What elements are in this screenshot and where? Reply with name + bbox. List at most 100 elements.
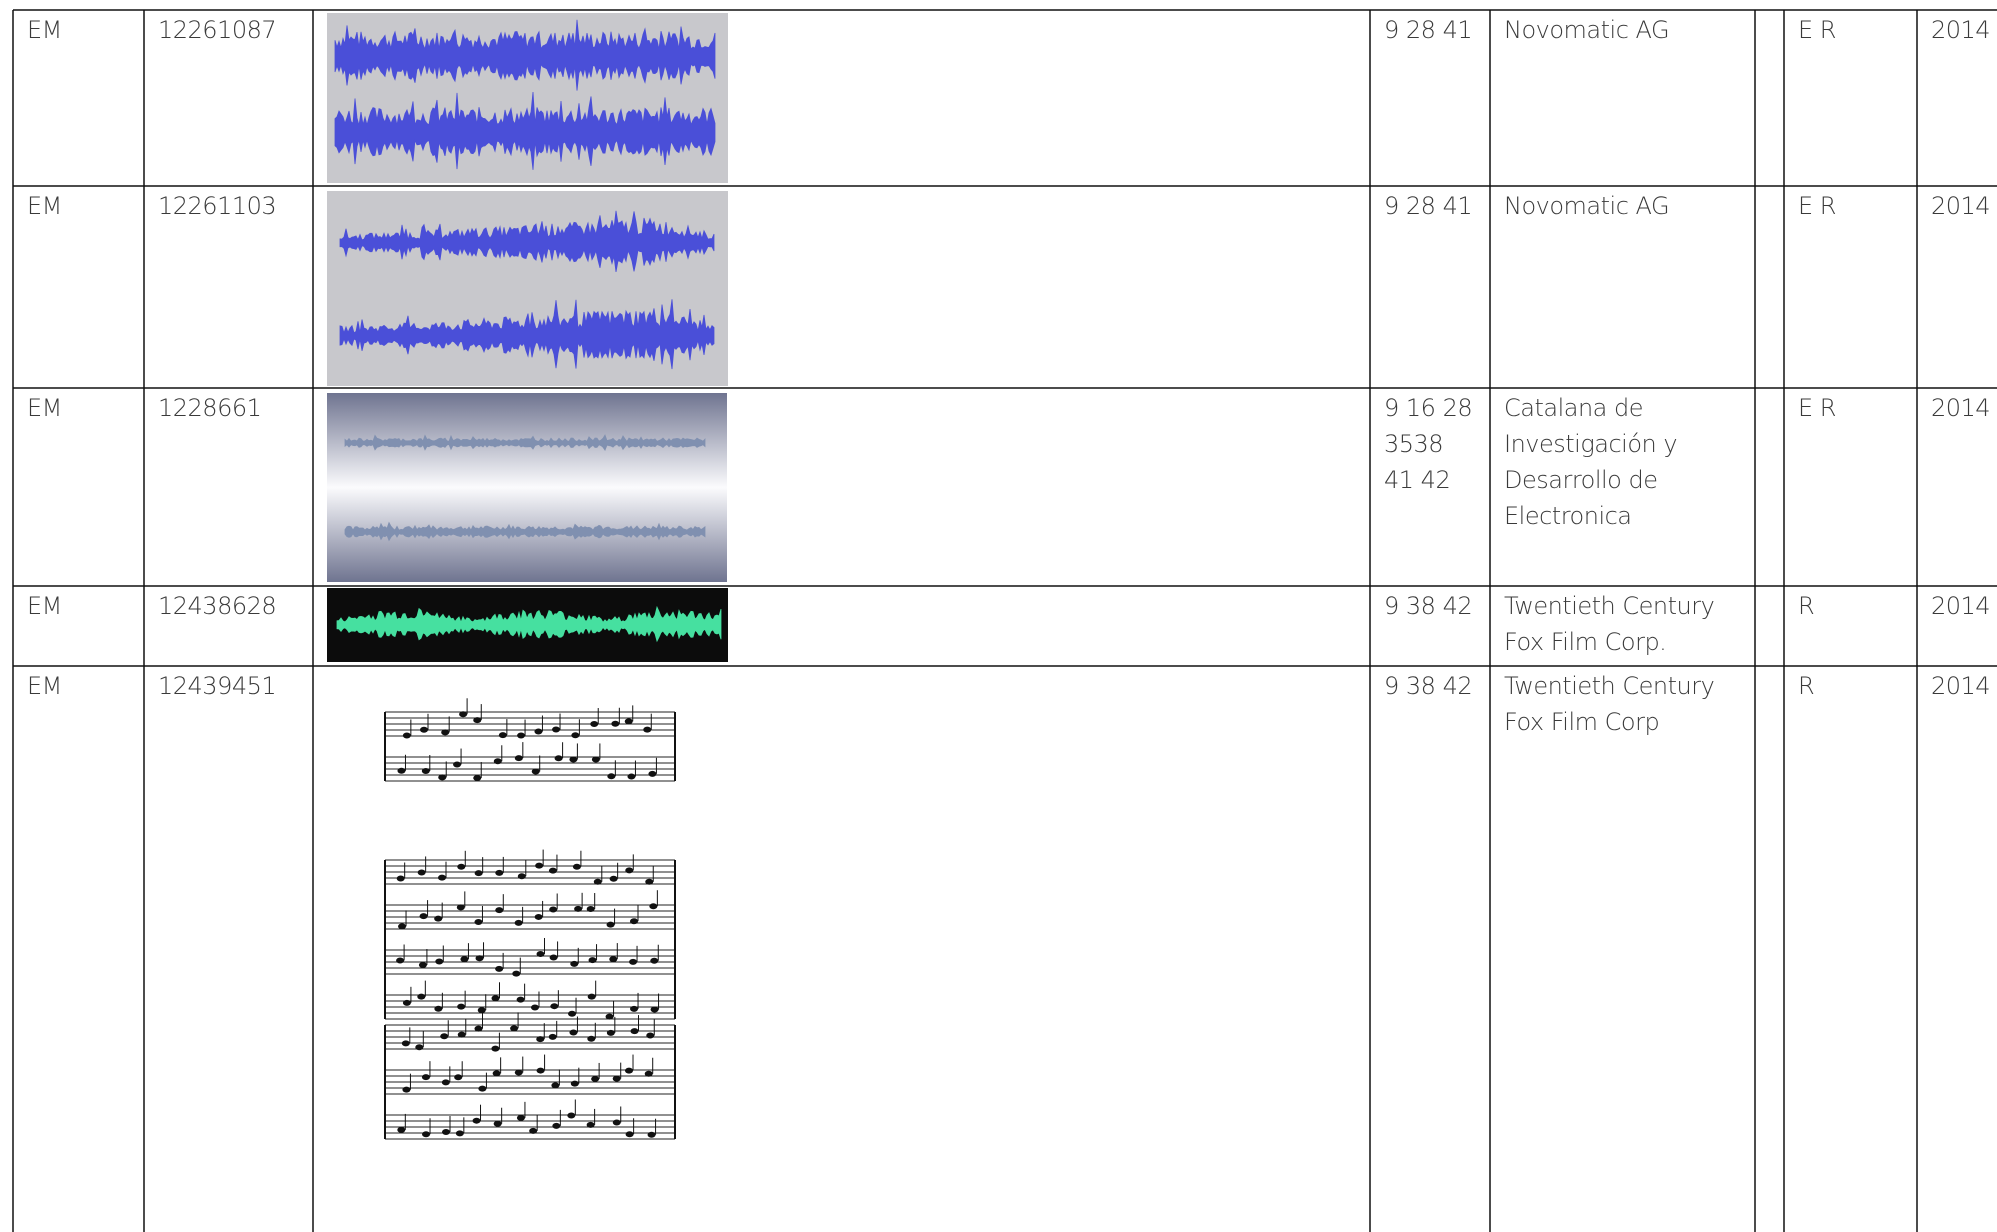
note [646,1032,655,1039]
table-cell: Novomatic AG [1504,16,1670,44]
audio-image [327,13,728,183]
table-cell: 9 16 28 3538 41 42 [1384,394,1473,494]
table-cell: EM [27,672,62,700]
note [591,1075,600,1082]
waveform [336,605,722,643]
note [648,770,657,777]
note [536,950,545,957]
table-cell: 12439451 [158,672,277,700]
note [516,1114,525,1121]
note [498,732,507,739]
note [586,906,595,913]
note [587,993,596,1000]
note [396,957,405,964]
note [434,1005,443,1012]
note [492,1070,501,1077]
note [590,721,599,728]
note [529,1127,538,1134]
note [478,1085,487,1092]
note [649,903,658,910]
note [607,773,616,780]
note [586,1121,595,1128]
table-cell: E R [1798,192,1836,220]
table-cell: Catalana de Investigación y Desarrollo d… [1504,394,1678,530]
table-cell: 2014 [1931,394,1991,422]
note [491,995,500,1002]
audio-image [327,191,728,386]
note [591,756,600,763]
table-cell: Twentieth Century Fox Film Corp [1504,672,1715,736]
note [473,775,482,782]
note [441,1129,450,1136]
note [398,923,407,930]
note [454,1074,463,1081]
note [396,875,405,882]
note [630,1005,639,1012]
note [435,958,444,965]
note [570,1080,579,1087]
note [441,1079,450,1086]
note [459,711,468,718]
table-cell: EM [27,16,62,44]
note [453,761,462,768]
note [421,767,430,774]
note [548,1033,557,1040]
note [625,1131,634,1138]
note [624,718,633,725]
note [419,726,428,733]
table-cell: 2014 [1931,592,1991,620]
note [650,957,659,964]
note [474,918,483,925]
note [630,1028,639,1035]
note [491,1045,500,1052]
note [535,862,544,869]
note [571,732,580,739]
note [472,1117,481,1124]
table-cell: EM [27,394,62,422]
note [402,732,411,739]
note [510,1025,519,1032]
table-cell: 12261087 [158,16,277,44]
note [417,993,426,1000]
note [457,1003,466,1010]
note [418,962,427,969]
note [611,720,620,727]
note [605,1013,614,1020]
note [475,955,484,962]
note [434,915,443,922]
note [493,758,502,765]
note [397,767,406,774]
note [401,1040,410,1047]
note [572,863,581,870]
note [438,774,447,781]
table-cell: EM [27,592,62,620]
table-cell: 9 28 41 [1384,192,1473,220]
note [536,1036,545,1043]
note [554,755,563,762]
waveform [344,434,706,451]
note [440,1033,449,1040]
note [606,1029,615,1036]
note [650,1006,659,1013]
note [517,873,526,880]
score-image [384,698,676,1140]
note [612,1075,621,1082]
waveform [334,91,716,170]
table-cell: 1228661 [158,394,262,422]
note [460,956,469,963]
note [457,1031,466,1038]
note [397,1126,406,1133]
note [514,755,523,762]
note [609,875,618,882]
note [625,867,634,874]
note [530,1004,539,1011]
table-cell: 2014 [1931,672,1991,700]
note [457,863,466,870]
waveform [334,19,716,91]
note [645,878,654,885]
note [474,1025,483,1032]
note [438,874,447,881]
waveform [339,299,715,370]
